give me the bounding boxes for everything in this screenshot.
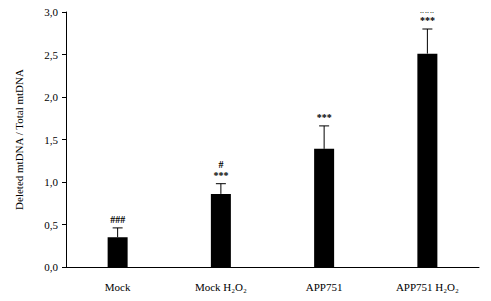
svg-text:1,5: 1,5 — [44, 134, 58, 146]
svg-text:0,0: 0,0 — [44, 261, 58, 273]
svg-text:###: ### — [110, 214, 125, 225]
svg-text:***: *** — [420, 15, 435, 26]
svg-text:1,0: 1,0 — [44, 176, 58, 188]
svg-text:3,0: 3,0 — [44, 6, 58, 18]
svg-text:Mock H₂O₂: Mock H₂O₂ — [195, 281, 247, 293]
svg-text:2,5: 2,5 — [44, 49, 58, 61]
svg-text:#: # — [218, 159, 223, 170]
svg-text:Deleted mtDNA / Total mtDNA: Deleted mtDNA / Total mtDNA — [13, 69, 25, 210]
svg-text:***: *** — [317, 112, 332, 123]
svg-text:APP751 H₂O₂: APP751 H₂O₂ — [396, 281, 459, 293]
svg-text:2,0: 2,0 — [44, 91, 58, 103]
svg-text:Mock: Mock — [105, 281, 131, 293]
svg-text:###: ### — [420, 4, 435, 15]
svg-text:APP751: APP751 — [306, 281, 343, 293]
svg-text:***: *** — [213, 170, 228, 181]
svg-text:0,5: 0,5 — [44, 219, 58, 231]
